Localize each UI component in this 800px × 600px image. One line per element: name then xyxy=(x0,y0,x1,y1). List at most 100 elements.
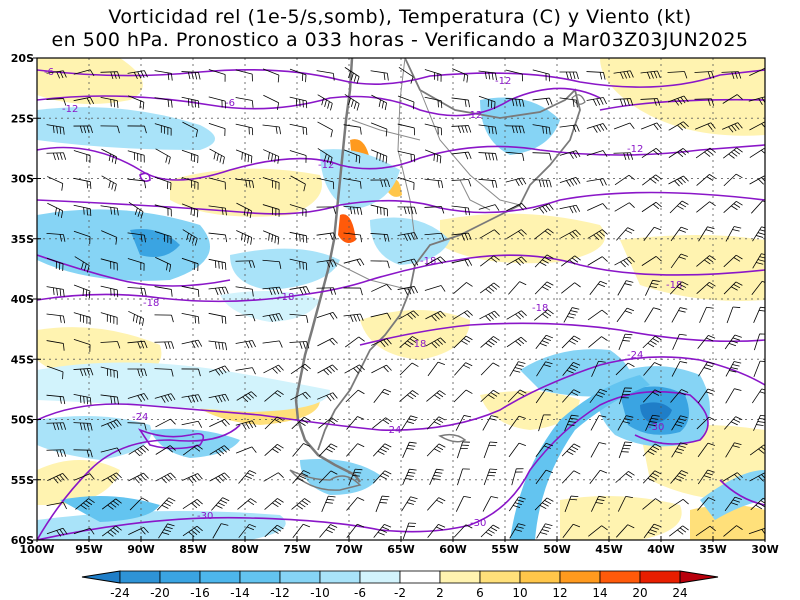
wind-barb xyxy=(73,339,91,352)
wind-barb xyxy=(100,205,119,216)
wind-barb xyxy=(371,94,387,111)
wind-barb xyxy=(344,67,360,84)
wind-barb xyxy=(697,442,715,458)
wind-barb xyxy=(318,470,338,484)
wind-barb xyxy=(452,68,469,83)
wind-barb xyxy=(667,71,688,79)
wind-barb xyxy=(348,468,363,486)
wind-barb xyxy=(397,232,418,242)
lat-tick-label: 20S xyxy=(11,52,34,65)
wind-barb xyxy=(483,441,498,459)
wind-barb xyxy=(154,341,175,350)
wind-barb xyxy=(698,361,715,377)
wind-barb xyxy=(375,495,390,513)
lon-tick-label: 50W xyxy=(543,543,570,556)
wind-barb xyxy=(128,526,149,536)
wind-barb xyxy=(291,498,311,510)
wind-barb xyxy=(235,97,254,108)
isotherm-label: -18 xyxy=(666,280,682,291)
wind-barb xyxy=(398,310,419,320)
wind-barb xyxy=(238,470,257,484)
wind-barb xyxy=(402,522,417,540)
wind-barb xyxy=(208,365,230,376)
wind-barb xyxy=(536,523,553,539)
colorbar-label: -14 xyxy=(230,586,250,600)
wind-barb xyxy=(237,498,257,510)
wind-barb xyxy=(316,287,337,295)
wind-barb xyxy=(753,414,765,431)
wind-barb xyxy=(155,445,176,455)
wind-barb xyxy=(154,368,174,377)
wind-barb xyxy=(182,229,198,246)
wind-barb xyxy=(561,282,581,294)
wind-barb xyxy=(345,389,365,403)
wind-barb xyxy=(696,201,716,213)
wind-barb xyxy=(668,121,689,131)
wind-barb xyxy=(483,468,498,486)
wind-barb xyxy=(511,468,524,486)
wind-barb xyxy=(211,497,230,511)
wind-barb xyxy=(372,443,392,457)
colorbar-swatch xyxy=(159,570,201,584)
wind-barb xyxy=(482,415,499,431)
wind-barb xyxy=(208,122,226,136)
wind-barb xyxy=(344,336,365,348)
wind-barb xyxy=(343,149,361,164)
wind-barb xyxy=(372,470,392,484)
wind-barb xyxy=(46,502,67,510)
wind-barb xyxy=(154,204,172,217)
wind-barb xyxy=(672,333,687,350)
wind-barb xyxy=(559,204,581,214)
wind-barb xyxy=(670,253,688,269)
wind-barb xyxy=(536,361,553,377)
colorbar-swatch xyxy=(439,570,481,584)
wind-barb xyxy=(723,173,743,187)
wind-barb xyxy=(100,71,121,79)
wind-barb xyxy=(343,205,363,215)
wind-barb xyxy=(644,307,661,323)
wind-barb xyxy=(343,232,363,243)
wind-barb xyxy=(617,495,633,512)
wind-barb xyxy=(451,258,473,267)
wind-barb xyxy=(424,178,444,189)
wind-barb xyxy=(127,232,146,243)
wind-barb xyxy=(235,313,256,322)
wind-barb xyxy=(532,97,553,106)
wind-barb xyxy=(181,71,201,80)
colorbar-swatch xyxy=(559,570,601,584)
wind-barb xyxy=(399,390,419,402)
wind-barb xyxy=(697,388,715,404)
wind-barb xyxy=(397,123,416,136)
lat-tick-label: 45S xyxy=(11,353,34,366)
wind-barb xyxy=(371,364,392,374)
wind-barb xyxy=(127,287,147,296)
wind-barb xyxy=(454,362,473,376)
wind-barb xyxy=(451,97,470,108)
wind-barb xyxy=(370,70,389,81)
wind-barb xyxy=(127,393,149,402)
colorbar-label: -10 xyxy=(310,586,330,600)
wind-barb xyxy=(209,418,230,428)
wind-barb xyxy=(235,286,254,297)
wind-barb xyxy=(694,71,715,79)
isotherm-label: -12 xyxy=(62,104,78,115)
wind-barb xyxy=(478,124,497,135)
colorbar-label: -2 xyxy=(394,586,406,600)
wind-barb xyxy=(753,333,765,351)
wind-barb xyxy=(453,282,473,294)
wind-barb xyxy=(47,176,64,191)
wind-barb xyxy=(559,97,578,108)
wind-barb xyxy=(100,96,119,108)
colorbar-swatch xyxy=(479,570,521,584)
wind-barb xyxy=(127,258,145,271)
wind-barb xyxy=(457,468,470,486)
wind-barb xyxy=(561,443,581,457)
lon-tick-label: 100W xyxy=(19,543,54,556)
wind-barb xyxy=(426,416,446,430)
wind-barb xyxy=(562,389,581,403)
isotherm-label: -24 xyxy=(132,412,148,423)
wind-barb xyxy=(100,285,119,298)
wind-barb xyxy=(262,259,282,269)
wind-barb xyxy=(668,499,689,509)
wind-barb xyxy=(343,124,362,135)
